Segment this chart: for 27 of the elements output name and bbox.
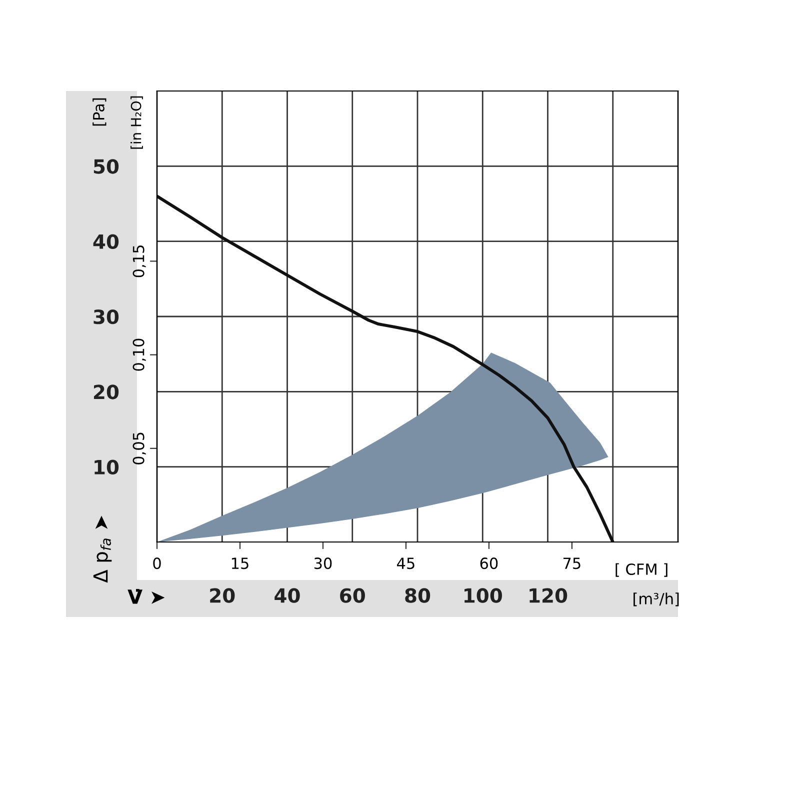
y2-tick-label: 0,15 [132, 246, 146, 278]
y2-tick-label: 0,10 [132, 338, 146, 371]
text: [Pa] [92, 98, 106, 126]
x2-tick-label: 60 [480, 558, 498, 570]
y-tick-label: 10 [94, 460, 119, 474]
x-axis-title: V̇ ➤ [128, 588, 165, 604]
x-tick-label: 40 [274, 588, 300, 603]
x2-tick-label: 0 [153, 558, 161, 570]
y-tick-label: 40 [93, 234, 119, 249]
y-tick-label: 50 [94, 159, 119, 174]
x2-tick-label: 75 [563, 558, 580, 570]
x2-tick-label: 15 [232, 558, 248, 570]
x2-tick-label: 30 [314, 558, 332, 570]
y2-tick-label: 0,05 [132, 432, 146, 464]
y2-axis-title: [in H₂O] [130, 96, 143, 149]
x2-axis-title: [ CFM ] [616, 563, 668, 577]
x-tick-label: 120 [530, 588, 568, 603]
x2-tick-label: 45 [396, 558, 414, 570]
x-tick-label: 60 [340, 588, 365, 603]
line-series [157, 194, 614, 542]
text: [m³/h] [634, 592, 679, 606]
y-tick-label: 30 [94, 309, 119, 324]
x-tick-label: 100 [464, 588, 502, 603]
x-tick-label: 80 [405, 588, 430, 603]
x-tick-label: 20 [210, 588, 235, 603]
y-axis-title: Δ p$_{fa}$ ➤ [93, 516, 112, 583]
y-tick-label: 20 [94, 384, 119, 400]
